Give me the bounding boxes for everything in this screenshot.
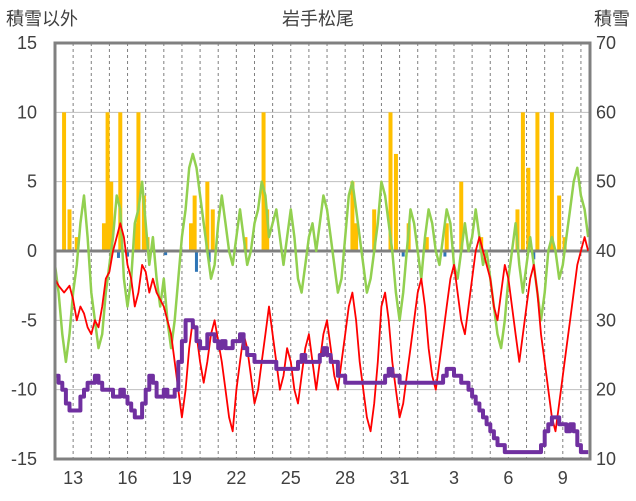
x-tick-label: 3 xyxy=(449,468,459,488)
small-bar xyxy=(164,251,168,256)
x-tick-label: 9 xyxy=(558,468,568,488)
y-left-tick-label: 0 xyxy=(27,241,37,261)
precipitation-bar xyxy=(189,223,194,251)
x-tick-label: 16 xyxy=(118,468,138,488)
y-right-tick-label: 70 xyxy=(596,33,616,53)
temperature-line xyxy=(54,222,590,433)
y-left-tick-label: -15 xyxy=(11,449,37,469)
precipitation-bar xyxy=(261,112,266,251)
y-left-axis-label: 積雪以外 xyxy=(6,9,78,29)
small-bar xyxy=(194,251,198,272)
precipitation-bar xyxy=(141,195,146,251)
precipitation-bar xyxy=(424,237,429,251)
wind-line xyxy=(53,152,590,364)
small-bar xyxy=(401,251,405,257)
precipitation-bar xyxy=(105,112,110,251)
y-left-tick-label: -10 xyxy=(11,380,37,400)
precipitation-bar xyxy=(350,181,355,251)
precipitation-bar xyxy=(210,209,215,251)
precipitation-bar xyxy=(74,237,79,251)
temperature-series xyxy=(54,222,590,433)
small-bar xyxy=(116,251,120,258)
precipitation-bar xyxy=(388,112,393,251)
small-bar xyxy=(443,251,447,257)
x-tick-label: 31 xyxy=(390,468,410,488)
precipitation-bar xyxy=(101,223,106,251)
precipitation-bar xyxy=(372,209,377,251)
precipitation-bar xyxy=(549,112,554,251)
y-right-tick-label: 50 xyxy=(596,172,616,192)
y-right-tick-label: 30 xyxy=(596,310,616,330)
x-tick-label: 6 xyxy=(503,468,513,488)
precipitation-bar xyxy=(67,209,72,251)
precipitation-bar xyxy=(557,195,562,251)
precipitation-bar xyxy=(459,181,464,251)
precipitation-bar xyxy=(393,153,398,251)
snow-depth-series xyxy=(55,318,589,455)
x-tick-label: 22 xyxy=(226,468,246,488)
y-left-tick-label: -5 xyxy=(21,310,37,330)
precipitation-bar xyxy=(535,112,540,251)
y-right-tick-label: 40 xyxy=(596,241,616,261)
wind-series xyxy=(53,152,590,364)
y-right-tick-label: 10 xyxy=(596,449,616,469)
y-right-tick-label: 20 xyxy=(596,380,616,400)
precipitation-bar xyxy=(62,112,67,251)
y-right-tick-label: 60 xyxy=(596,102,616,122)
precipitation-bar xyxy=(192,195,197,251)
x-tick-label: 25 xyxy=(281,468,301,488)
x-tick-label: 19 xyxy=(172,468,192,488)
precipitation-bar xyxy=(520,112,525,251)
small-bar xyxy=(126,251,130,257)
frame-rect xyxy=(53,41,592,461)
y-right-axis-label: 積雪 xyxy=(594,9,630,29)
y-left-tick-label: 10 xyxy=(17,102,37,122)
precipitation-bar xyxy=(444,223,449,251)
snow-depth-line xyxy=(55,318,589,455)
y-left-tick-label: 5 xyxy=(27,172,37,192)
precipitation-bar xyxy=(354,223,359,251)
chart-title: 岩手松尾 xyxy=(282,9,354,29)
precipitation-bar xyxy=(109,181,114,251)
precipitation-bar xyxy=(205,181,210,251)
y-left-tick-label: 15 xyxy=(17,33,37,53)
precipitation-bar xyxy=(118,112,123,251)
x-tick-label: 13 xyxy=(63,468,83,488)
precipitation-bar xyxy=(526,167,531,251)
x-tick-label: 28 xyxy=(335,468,355,488)
precipitation-bar xyxy=(136,112,141,251)
plot-frame xyxy=(53,41,592,461)
